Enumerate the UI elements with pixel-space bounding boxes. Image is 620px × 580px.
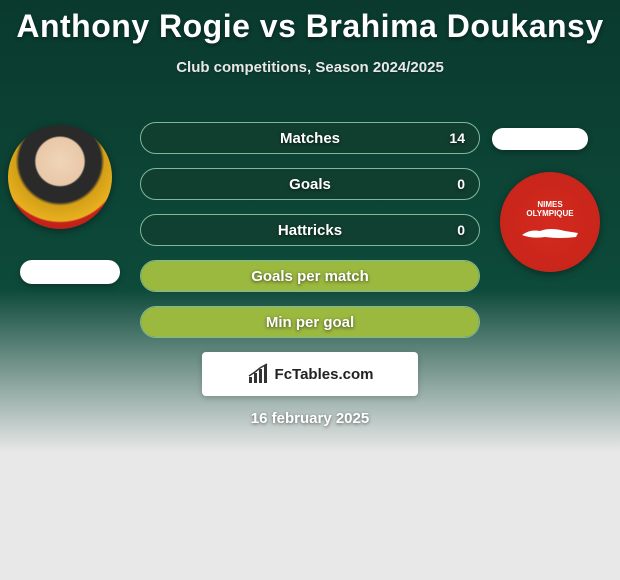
stat-label: Min per goal — [266, 314, 354, 331]
stat-row-goals: Goals 0 — [140, 168, 480, 200]
stat-row-min-per-goal: Min per goal — [140, 306, 480, 338]
player-right-club-badge: NIMES OLYMPIQUE — [500, 172, 600, 272]
date-label: 16 february 2025 — [0, 410, 620, 427]
stat-value-right: 0 — [457, 176, 465, 192]
watermark-badge: FcTables.com — [202, 352, 418, 396]
title-vs: vs — [260, 8, 297, 44]
stats-container: Matches 14 Goals 0 Hattricks 0 Goals per… — [140, 122, 480, 352]
stat-row-matches: Matches 14 — [140, 122, 480, 154]
stat-value-right: 14 — [449, 130, 465, 146]
badge-line2: OLYMPIQUE — [526, 210, 573, 219]
crocodile-icon — [520, 223, 580, 243]
page-title: Anthony Rogie vs Brahima Doukansy — [0, 0, 620, 45]
stat-row-goals-per-match: Goals per match — [140, 260, 480, 292]
player-left-flag — [20, 260, 120, 284]
stat-row-hattricks: Hattricks 0 — [140, 214, 480, 246]
subtitle: Club competitions, Season 2024/2025 — [0, 59, 620, 76]
player-left-photo — [8, 125, 112, 229]
stat-label: Hattricks — [278, 222, 342, 239]
title-player1: Anthony Rogie — [16, 8, 250, 44]
player-right-flag — [492, 128, 588, 150]
stat-label: Goals — [289, 176, 331, 193]
title-player2: Brahima Doukansy — [306, 8, 604, 44]
watermark-text: FcTables.com — [275, 366, 374, 383]
stat-label: Matches — [280, 130, 340, 147]
stat-label: Goals per match — [251, 268, 369, 285]
stat-value-right: 0 — [457, 222, 465, 238]
bar-chart-icon — [247, 363, 269, 385]
